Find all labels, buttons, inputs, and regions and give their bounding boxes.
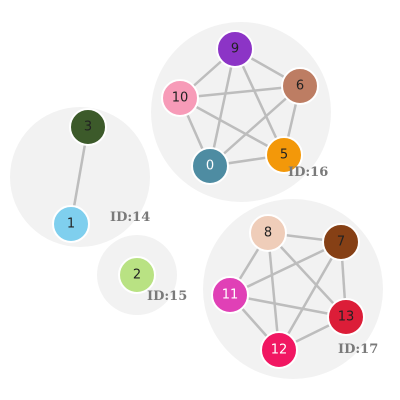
node-9-label: 9	[231, 42, 239, 57]
node-10[interactable]: 10	[162, 80, 198, 116]
group-g17-label: ID:17	[338, 342, 378, 357]
node-7-label: 7	[337, 235, 345, 250]
group-g14-label: ID:14	[110, 210, 150, 225]
node-11-label: 11	[222, 288, 239, 303]
node-5-label: 5	[280, 148, 288, 163]
node-1-label: 1	[67, 217, 75, 232]
node-2[interactable]: 2	[119, 257, 155, 293]
node-13-label: 13	[338, 310, 355, 325]
node-1[interactable]: 1	[53, 206, 89, 242]
node-0-label: 0	[206, 159, 214, 174]
node-10-label: 10	[172, 91, 189, 106]
group-g16-label: ID:16	[288, 165, 328, 180]
node-0[interactable]: 0	[192, 148, 228, 184]
node-12[interactable]: 12	[261, 332, 297, 368]
node-3[interactable]: 3	[70, 109, 106, 145]
node-8-label: 8	[264, 226, 272, 241]
group-g15-label: ID:15	[147, 289, 187, 304]
node-2-label: 2	[133, 268, 141, 283]
node-6-label: 6	[296, 79, 304, 94]
node-8[interactable]: 8	[250, 215, 286, 251]
node-7[interactable]: 7	[323, 224, 359, 260]
node-6[interactable]: 6	[282, 68, 318, 104]
node-13[interactable]: 13	[328, 299, 364, 335]
node-9[interactable]: 9	[217, 31, 253, 67]
node-11[interactable]: 11	[212, 277, 248, 313]
node-3-label: 3	[84, 120, 92, 135]
node-12-label: 12	[271, 343, 288, 358]
